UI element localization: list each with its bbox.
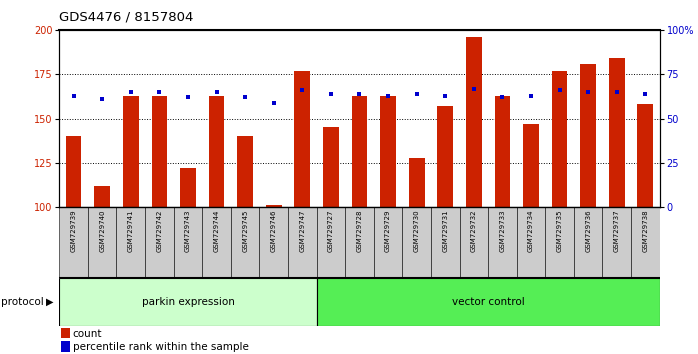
Text: GSM729727: GSM729727	[328, 209, 334, 252]
Text: GSM729728: GSM729728	[357, 209, 362, 252]
Point	[297, 87, 308, 93]
Point	[182, 95, 193, 100]
Point	[268, 100, 279, 105]
Bar	[459, 207, 488, 278]
Bar	[174, 207, 202, 278]
Point	[154, 89, 165, 95]
Text: GSM729740: GSM729740	[99, 209, 105, 252]
Bar	[180, 168, 196, 207]
Bar	[288, 207, 317, 278]
Bar	[380, 96, 396, 207]
Point	[554, 87, 565, 93]
Bar	[551, 71, 567, 207]
Bar	[409, 158, 424, 207]
Point	[354, 91, 365, 97]
Bar	[61, 328, 70, 338]
Bar	[88, 207, 117, 278]
Text: GSM729739: GSM729739	[70, 209, 77, 252]
Bar	[431, 207, 459, 278]
Point	[526, 93, 537, 98]
Bar	[466, 37, 482, 207]
Bar	[66, 136, 82, 207]
Text: GSM729733: GSM729733	[499, 209, 505, 252]
Point	[325, 91, 336, 97]
Point	[68, 93, 79, 98]
Text: parkin expression: parkin expression	[142, 297, 235, 307]
Point	[211, 89, 222, 95]
Text: GSM729741: GSM729741	[128, 209, 134, 252]
Text: GSM729731: GSM729731	[443, 209, 448, 252]
Bar	[494, 96, 510, 207]
Point	[468, 86, 480, 91]
Bar	[580, 64, 596, 207]
Bar	[94, 186, 110, 207]
Bar	[631, 207, 660, 278]
Text: GSM729738: GSM729738	[642, 209, 648, 252]
Bar	[61, 341, 70, 352]
Text: GSM729744: GSM729744	[214, 209, 220, 252]
Bar	[373, 207, 402, 278]
Bar	[317, 207, 346, 278]
Bar	[352, 96, 367, 207]
Bar	[323, 127, 339, 207]
Text: ▶: ▶	[46, 297, 54, 307]
Bar	[609, 58, 625, 207]
Bar	[488, 207, 517, 278]
Bar	[517, 207, 545, 278]
Bar	[523, 124, 539, 207]
Text: GSM729737: GSM729737	[614, 209, 620, 252]
Point	[611, 89, 623, 95]
Bar	[145, 207, 174, 278]
Text: vector control: vector control	[452, 297, 524, 307]
Bar	[438, 106, 453, 207]
Bar	[317, 278, 660, 326]
Text: GSM729736: GSM729736	[585, 209, 591, 252]
Bar	[237, 136, 253, 207]
Bar	[574, 207, 602, 278]
Point	[440, 93, 451, 98]
Bar	[260, 207, 288, 278]
Text: count: count	[73, 329, 103, 339]
Bar	[202, 207, 231, 278]
Point	[96, 96, 107, 102]
Text: GSM729743: GSM729743	[185, 209, 191, 252]
Bar	[346, 207, 373, 278]
Bar	[602, 207, 631, 278]
Text: GSM729729: GSM729729	[385, 209, 391, 252]
Point	[383, 93, 394, 98]
Bar	[231, 207, 260, 278]
Text: GSM729732: GSM729732	[471, 209, 477, 252]
Text: GSM729735: GSM729735	[556, 209, 563, 252]
Bar	[151, 96, 168, 207]
Text: GSM729730: GSM729730	[414, 209, 419, 252]
Text: GSM729745: GSM729745	[242, 209, 248, 252]
Text: protocol: protocol	[1, 297, 43, 307]
Text: GSM729734: GSM729734	[528, 209, 534, 252]
Bar	[402, 207, 431, 278]
Bar	[266, 205, 281, 207]
Bar	[545, 207, 574, 278]
Point	[239, 95, 251, 100]
Text: GSM729747: GSM729747	[299, 209, 305, 252]
Point	[497, 95, 508, 100]
Bar	[123, 96, 139, 207]
Bar	[59, 278, 317, 326]
Point	[411, 91, 422, 97]
Text: GSM729742: GSM729742	[156, 209, 163, 252]
Bar	[59, 207, 88, 278]
Text: GSM729746: GSM729746	[271, 209, 276, 252]
Bar	[117, 207, 145, 278]
Point	[640, 91, 651, 97]
Text: percentile rank within the sample: percentile rank within the sample	[73, 342, 248, 352]
Point	[125, 89, 136, 95]
Bar	[637, 104, 653, 207]
Bar	[295, 71, 310, 207]
Text: GDS4476 / 8157804: GDS4476 / 8157804	[59, 11, 194, 24]
Bar	[209, 96, 224, 207]
Point	[583, 89, 594, 95]
